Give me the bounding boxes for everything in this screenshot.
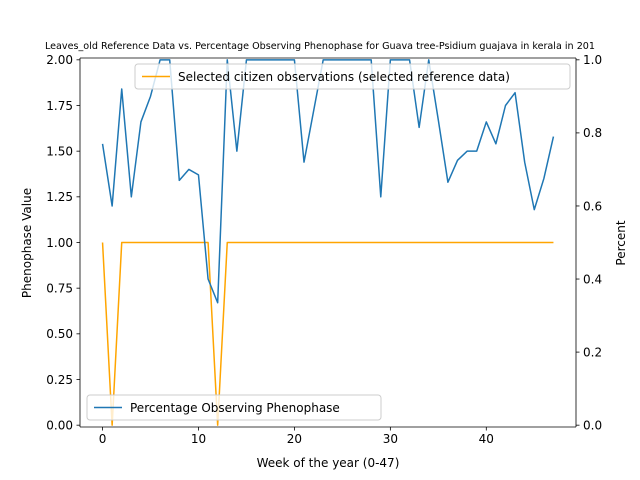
x-tick-label: 20 (287, 432, 302, 446)
left-y-tick-label: 0.50 (46, 327, 73, 341)
left-y-tick-label: 2.00 (46, 53, 73, 67)
x-tick-label: 10 (191, 432, 206, 446)
x-tick-label: 40 (479, 432, 494, 446)
right-y-axis-label: Percent (614, 220, 628, 265)
legend-label: Percentage Observing Phenophase (130, 401, 340, 415)
left-y-tick-label: 1.00 (46, 236, 73, 250)
legend-1: Percentage Observing Phenophase (86, 394, 382, 421)
x-tick-label: 30 (383, 432, 398, 446)
left-y-axis-label: Phenophase Value (20, 188, 34, 298)
left-y-tick-label: 0.75 (46, 281, 73, 295)
left-y-tick-label: 0.25 (46, 373, 73, 387)
series-line-1 (101, 59, 555, 304)
x-axis-label: Week of the year (0-47) (257, 456, 400, 470)
chart-title: Leaves_old Reference Data vs. Percentage… (45, 41, 595, 52)
legend-label: Selected citizen observations (selected … (178, 70, 510, 84)
right-y-tick-label: 0.4 (583, 272, 602, 286)
right-y-tick-label: 0.2 (583, 345, 602, 359)
left-y-tick-label: 1.50 (46, 144, 73, 158)
left-y-tick-label: 1.25 (46, 190, 73, 204)
right-y-tick-label: 0.6 (583, 199, 602, 213)
plot-area (80, 58, 576, 427)
axes: 0 10 20 30 40 0.00 0.25 0.50 0.75 1.00 1.25 1.50 1.7… (46, 53, 602, 446)
x-tick-label: 0 (99, 432, 107, 446)
left-y-tick-label: 0.00 (46, 418, 73, 432)
right-y-tick-label: 0.8 (583, 126, 602, 140)
legend-0: Selected citizen observations (selected … (134, 63, 571, 90)
legend-box (134, 63, 571, 90)
legends: Selected citizen observations (selected … (86, 63, 571, 421)
legend-box (86, 394, 382, 421)
series-line-0 (101, 241, 554, 426)
right-y-tick-label: 0.0 (583, 418, 602, 432)
right-y-tick-label: 1.0 (583, 53, 602, 67)
left-y-tick-label: 1.75 (46, 99, 73, 113)
